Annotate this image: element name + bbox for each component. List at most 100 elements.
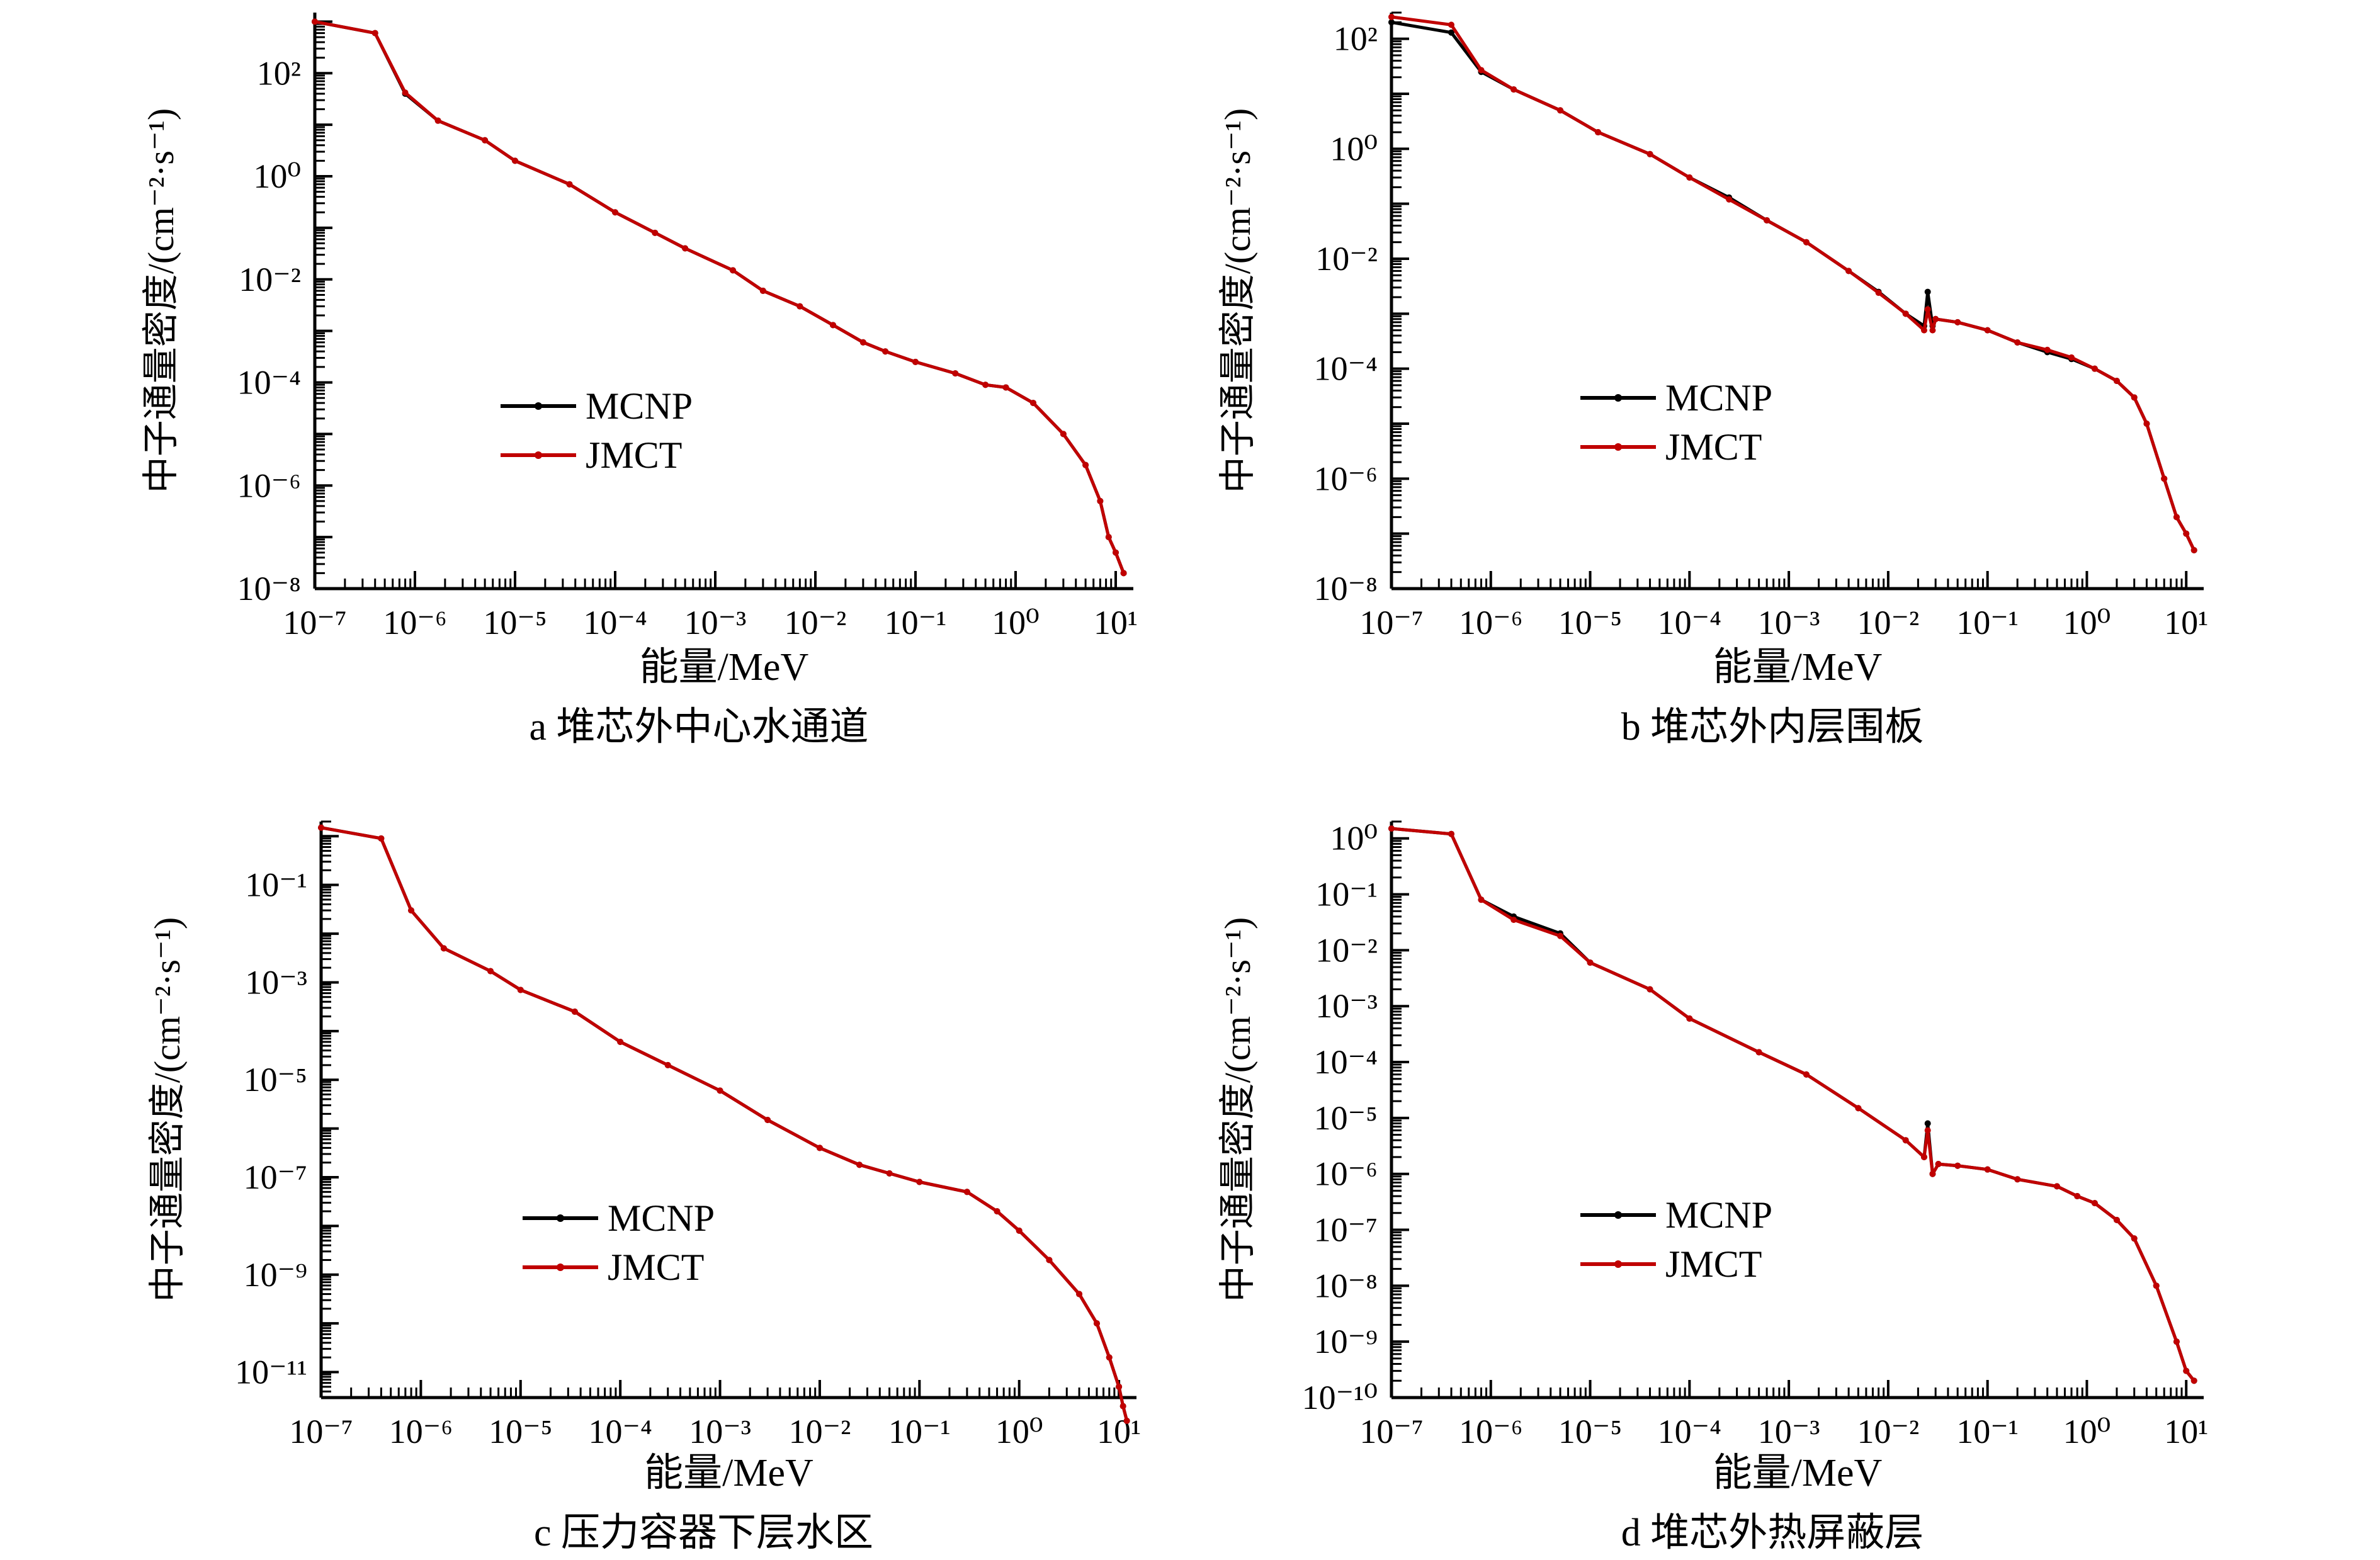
data-point-jmct: [2091, 1200, 2098, 1207]
legend-marker: [1614, 1211, 1622, 1219]
panel-caption: c 压力容器下层水区: [534, 1512, 873, 1554]
y-tick-label: 10⁻⁴: [237, 364, 301, 402]
data-point-jmct: [434, 117, 441, 124]
data-point-jmct: [2068, 354, 2075, 361]
data-point-jmct: [994, 1208, 1000, 1215]
data-point-jmct: [2091, 365, 2098, 372]
panel-caption: d 堆芯外热屏蔽层: [1621, 1512, 1924, 1554]
x-tick-label: 10⁻⁵: [1558, 604, 1622, 642]
legend-label: JMCT: [586, 434, 682, 476]
legend-label: JMCT: [1665, 1243, 1762, 1285]
data-point-jmct: [517, 986, 524, 993]
legend: MCNP JMCT: [501, 385, 693, 476]
data-point-jmct: [652, 229, 659, 236]
y-tick-label: 10⁻⁴: [1314, 350, 1378, 388]
y-tick-label: 10²: [257, 54, 301, 92]
series-line-mcnp: [1391, 20, 2196, 551]
data-point-jmct: [856, 1162, 863, 1168]
x-tick-label: 10⁻⁷: [1359, 604, 1423, 642]
data-point-jmct: [682, 245, 689, 252]
data-point-jmct: [1902, 310, 1909, 317]
legend: MCNP JMCT: [1580, 1194, 1772, 1285]
y-tick-label: 10⁻¹: [1315, 876, 1378, 913]
legend-label: JMCT: [608, 1246, 704, 1288]
data-point-jmct: [1920, 327, 1927, 334]
y-tick-label: 10⁻²: [1315, 240, 1378, 278]
data-point-jmct: [1119, 1403, 1126, 1410]
data-point-jmct: [1388, 825, 1395, 832]
y-axis-title: 中子通量密度/(cm⁻²·s⁻¹): [1217, 917, 1258, 1303]
data-point-jmct: [916, 1178, 923, 1185]
x-tick-label: 10⁻²: [1857, 604, 1920, 642]
y-tick-label: 10⁻⁵: [244, 1061, 307, 1099]
y-axis-title: 中子通量密度/(cm⁻²·s⁻¹): [147, 917, 188, 1303]
data-point-jmct: [1557, 932, 1564, 939]
data-point-jmct: [1595, 129, 1602, 136]
x-tick-label: 10⁻¹: [888, 1413, 951, 1450]
x-axis-title: 能量/MeV: [1713, 1452, 1883, 1495]
data-point-jmct: [402, 89, 409, 96]
data-point-jmct: [1935, 1161, 1942, 1168]
data-point-jmct: [1478, 67, 1485, 74]
x-tick-label: 10⁻¹: [1956, 1413, 2019, 1450]
data-point-jmct: [371, 30, 378, 37]
panel-caption: a 堆芯外中心水通道: [529, 706, 868, 749]
legend-marker: [557, 1263, 564, 1271]
x-tick-label: 10⁻⁶: [1459, 604, 1522, 642]
data-point-jmct: [1929, 1170, 1936, 1177]
x-tick-label: 10⁻²: [1857, 1413, 1920, 1450]
data-point-jmct: [1646, 150, 1653, 157]
x-tick-label: 10¹: [1097, 1413, 1141, 1450]
data-point-jmct: [1726, 196, 1733, 203]
y-axis-title: 中子通量密度/(cm⁻²·s⁻¹): [140, 108, 181, 494]
data-point-jmct: [1920, 1153, 1927, 1160]
data-point-jmct: [829, 322, 836, 329]
data-point-jmct: [1478, 896, 1485, 903]
data-point-jmct: [717, 1087, 723, 1094]
y-tick-label: 10⁻²: [1315, 931, 1378, 969]
data-point-jmct: [1587, 959, 1594, 966]
data-point-jmct: [566, 181, 573, 188]
data-point-jmct: [1097, 497, 1104, 504]
y-tick-label: 10⁻⁸: [1314, 570, 1378, 608]
data-point-jmct: [612, 209, 619, 216]
data-point-jmct: [2074, 1193, 2081, 1200]
data-point-jmct: [2161, 475, 2168, 482]
y-tick-label: 10⁻⁷: [1314, 1211, 1378, 1249]
data-point-mcnp: [1388, 19, 1395, 26]
data-point-jmct: [1116, 1383, 1123, 1390]
y-tick-label: 10⁻⁹: [1314, 1323, 1378, 1360]
x-tick-label: 10⁻¹: [1956, 604, 2019, 642]
data-point-jmct: [1902, 1137, 1909, 1144]
data-point-jmct: [1984, 327, 1991, 334]
x-tick-label: 10⁻⁴: [1658, 604, 1721, 642]
data-point-jmct: [963, 1189, 970, 1195]
data-point-jmct: [440, 945, 447, 952]
data-point-jmct: [1803, 1071, 1810, 1078]
legend-marker: [557, 1214, 564, 1222]
x-tick-label: 10⁻⁶: [1459, 1413, 1522, 1450]
data-point-jmct: [482, 137, 489, 144]
y-tick-label: 10⁻⁴: [1314, 1043, 1378, 1081]
legend: MCNP JMCT: [1580, 377, 1772, 468]
y-axis-title: 中子通量密度/(cm⁻²·s⁻¹): [1217, 108, 1258, 494]
series-line-jmct: [314, 20, 1125, 574]
panel-caption: b 堆芯外内层围板: [1621, 706, 1924, 749]
x-tick-label: 10⁰: [995, 1413, 1043, 1450]
data-point-jmct: [2014, 339, 2021, 346]
series-line-jmct: [1391, 827, 2196, 1382]
data-point-jmct: [512, 157, 519, 164]
legend-label: MCNP: [586, 385, 693, 427]
legend-marker: [535, 451, 542, 459]
x-tick-label: 10⁻⁵: [483, 604, 547, 642]
y-tick-label: 10⁻⁸: [1314, 1267, 1378, 1304]
data-point-jmct: [487, 968, 494, 975]
y-tick-label: 10⁻³: [1315, 987, 1378, 1025]
data-point-jmct: [378, 835, 385, 842]
data-point-jmct: [2153, 1282, 2160, 1289]
data-point-jmct: [571, 1009, 578, 1015]
data-point-jmct: [1803, 239, 1810, 246]
legend-label: MCNP: [1665, 1194, 1772, 1236]
data-point-jmct: [2131, 1235, 2138, 1242]
